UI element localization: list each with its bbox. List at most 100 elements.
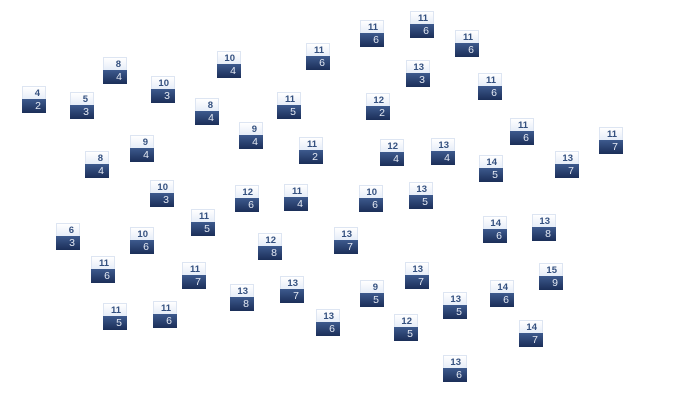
- tile-bottom-value: 3: [151, 89, 175, 103]
- tile[interactable]: 12 4: [380, 139, 404, 167]
- tile-top-value: 10: [151, 76, 175, 89]
- tile-top-value: 8: [85, 151, 109, 164]
- tile-top-value: 11: [599, 127, 623, 140]
- tile-top-value: 11: [91, 256, 115, 269]
- tile-bottom-value: 5: [277, 105, 301, 119]
- tile[interactable]: 10 4: [217, 51, 241, 79]
- tile-bottom-value: 5: [394, 327, 418, 341]
- tile-top-value: 13: [405, 262, 429, 275]
- tile-bottom-value: 7: [280, 289, 304, 303]
- tile-top-value: 9: [239, 122, 263, 135]
- tile-bottom-value: 6: [235, 198, 259, 212]
- tile[interactable]: 13 6: [316, 309, 340, 337]
- tile-top-value: 13: [280, 276, 304, 289]
- tile-bottom-value: 4: [85, 164, 109, 178]
- tile-bottom-value: 4: [217, 64, 241, 78]
- tile-bottom-value: 6: [510, 131, 534, 145]
- tile-bottom-value: 7: [555, 164, 579, 178]
- tile[interactable]: 12 2: [366, 93, 390, 121]
- tile-top-value: 11: [306, 43, 330, 56]
- tile[interactable]: 10 6: [359, 185, 383, 213]
- tile-top-value: 14: [479, 155, 503, 168]
- tile[interactable]: 13 6: [443, 355, 467, 383]
- tile-top-value: 14: [483, 216, 507, 229]
- tile-bottom-value: 5: [360, 293, 384, 307]
- tile-bottom-value: 3: [150, 193, 174, 207]
- tile-top-value: 4: [22, 86, 46, 99]
- tile-top-value: 11: [277, 92, 301, 105]
- tile[interactable]: 11 6: [91, 256, 115, 284]
- tile[interactable]: 11 5: [191, 209, 215, 237]
- tile[interactable]: 11 7: [182, 262, 206, 290]
- tile-bottom-value: 4: [380, 152, 404, 166]
- tile-top-value: 14: [519, 320, 543, 333]
- tile-bottom-value: 7: [405, 275, 429, 289]
- tile-bottom-value: 7: [334, 240, 358, 254]
- tile[interactable]: 13 7: [280, 276, 304, 304]
- tile-top-value: 13: [316, 309, 340, 322]
- tile[interactable]: 11 4: [284, 184, 308, 212]
- tile[interactable]: 13 4: [431, 138, 455, 166]
- tile-bottom-value: 2: [22, 99, 46, 113]
- tile[interactable]: 12 8: [258, 233, 282, 261]
- tile[interactable]: 13 5: [409, 182, 433, 210]
- tile[interactable]: 11 2: [299, 137, 323, 165]
- tile[interactable]: 10 3: [151, 76, 175, 104]
- tile[interactable]: 11 7: [599, 127, 623, 155]
- tile-bottom-value: 4: [239, 135, 263, 149]
- tile-bottom-value: 5: [443, 305, 467, 319]
- tile-bottom-value: 6: [153, 314, 177, 328]
- tile[interactable]: 10 6: [130, 227, 154, 255]
- tile-top-value: 9: [360, 280, 384, 293]
- tile[interactable]: 11 6: [455, 30, 479, 58]
- tile-top-value: 11: [284, 184, 308, 197]
- tile-top-value: 11: [410, 11, 434, 24]
- tile[interactable]: 11 5: [277, 92, 301, 120]
- tile-top-value: 12: [380, 139, 404, 152]
- tile[interactable]: 13 7: [334, 227, 358, 255]
- tile[interactable]: 15 9: [539, 263, 563, 291]
- tile[interactable]: 12 6: [235, 185, 259, 213]
- tile[interactable]: 11 6: [360, 20, 384, 48]
- tile-top-value: 14: [490, 280, 514, 293]
- tile[interactable]: 13 7: [555, 151, 579, 179]
- tile[interactable]: 11 6: [478, 73, 502, 101]
- tile-bottom-value: 8: [230, 297, 254, 311]
- tile[interactable]: 11 6: [306, 43, 330, 71]
- tile[interactable]: 13 8: [230, 284, 254, 312]
- tile[interactable]: 11 6: [510, 118, 534, 146]
- tile[interactable]: 12 5: [394, 314, 418, 342]
- tile[interactable]: 14 7: [519, 320, 543, 348]
- tile[interactable]: 14 6: [483, 216, 507, 244]
- tile[interactable]: 13 3: [406, 60, 430, 88]
- tile[interactable]: 14 6: [490, 280, 514, 308]
- tile[interactable]: 10 3: [150, 180, 174, 208]
- tile[interactable]: 13 8: [532, 214, 556, 242]
- tile-bottom-value: 6: [306, 56, 330, 70]
- tile-top-value: 13: [409, 182, 433, 195]
- tile[interactable]: 11 6: [153, 301, 177, 329]
- tile[interactable]: 11 5: [103, 303, 127, 331]
- tile[interactable]: 13 7: [405, 262, 429, 290]
- tile-top-value: 12: [366, 93, 390, 106]
- tile-bottom-value: 4: [130, 148, 154, 162]
- tile[interactable]: 13 5: [443, 292, 467, 320]
- tile-bottom-value: 6: [410, 24, 434, 38]
- tile-top-value: 11: [478, 73, 502, 86]
- tile-bottom-value: 6: [478, 86, 502, 100]
- tile-bottom-value: 3: [406, 73, 430, 87]
- tile[interactable]: 14 5: [479, 155, 503, 183]
- tile-bottom-value: 4: [195, 111, 219, 125]
- tile[interactable]: 11 6: [410, 11, 434, 39]
- tile-top-value: 10: [130, 227, 154, 240]
- tile-bottom-value: 9: [539, 276, 563, 290]
